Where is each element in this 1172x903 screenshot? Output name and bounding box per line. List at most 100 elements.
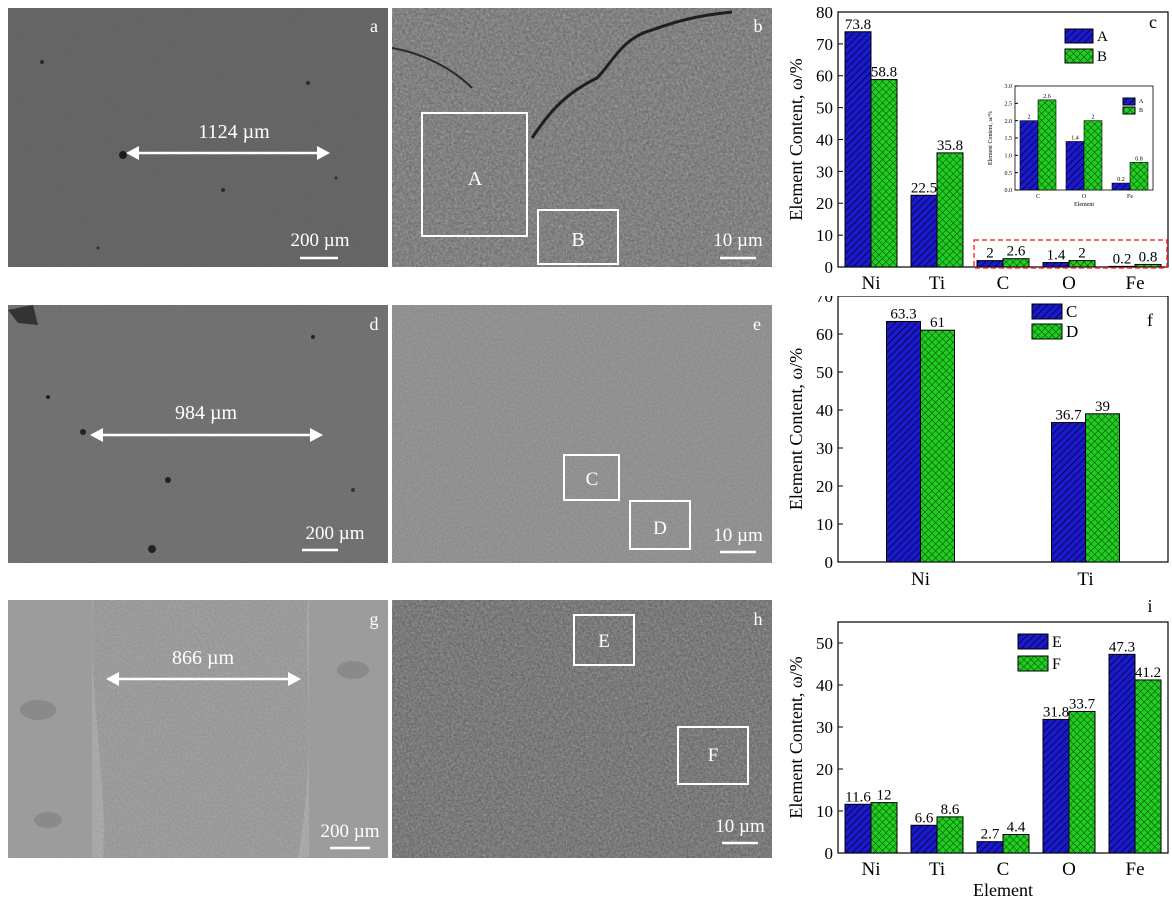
- y-tick-label: 50: [816, 363, 833, 382]
- x-tick-label: Ni: [862, 859, 881, 880]
- data-label: 36.7: [1055, 408, 1082, 424]
- y-tick-label: 2.5: [1005, 101, 1013, 107]
- data-label: 8.6: [941, 802, 960, 818]
- data-label: 2: [1092, 115, 1095, 121]
- micrograph-a: 1124 µm a 200 µm: [8, 8, 388, 267]
- y-tick-label: 0: [825, 258, 834, 277]
- bar-B-C: [1002, 258, 1030, 268]
- y-axis-label: Element Content, ω/%: [988, 111, 994, 165]
- y-tick-label: 60: [816, 67, 833, 86]
- data-label: 2.6: [1007, 244, 1026, 260]
- x-tick-label: O: [1062, 859, 1076, 880]
- width-arrow: [126, 146, 330, 160]
- y-tick-label: 10: [816, 515, 833, 534]
- y-tick-label: 1.0: [1005, 153, 1013, 159]
- bar-B-O: [1068, 260, 1096, 268]
- bar-A-Fe: [1111, 182, 1131, 191]
- x-tick-label: Fe: [1126, 273, 1145, 294]
- width-arrow: [106, 672, 301, 686]
- y-tick-label: 30: [816, 718, 833, 737]
- y-tick-label: 10: [816, 802, 833, 821]
- data-label: 35.8: [937, 138, 963, 154]
- scale-bar-label: 200 µm: [306, 523, 365, 544]
- x-tick-label: Ti: [1077, 569, 1093, 590]
- legend-swatch-E: [1017, 633, 1049, 650]
- panel-letter: c: [1149, 12, 1157, 32]
- legend-swatch-A: [1122, 97, 1136, 106]
- legend-swatch-D: [1031, 323, 1063, 340]
- y-tick-label: 0.5: [1005, 171, 1013, 177]
- panel-letter: a: [370, 16, 378, 36]
- legend-label-A: A: [1097, 29, 1108, 45]
- panel-letter: h: [754, 609, 763, 629]
- region-box-b: [537, 209, 619, 265]
- plot-frame: [837, 296, 1169, 563]
- data-label: 2: [1078, 246, 1086, 262]
- width-label: 984 µm: [175, 402, 238, 424]
- micrograph-d: 984 µm d 200 µm: [8, 305, 388, 563]
- data-label: 0.8: [1139, 249, 1158, 265]
- region-label-e: E: [598, 631, 610, 652]
- region-label-a: A: [468, 168, 483, 190]
- x-tick-label: Ti: [929, 273, 945, 294]
- bar-E-Ti: [910, 824, 938, 854]
- x-tick-label: O: [1082, 194, 1087, 200]
- data-label: 61: [930, 315, 945, 331]
- region-label-c: C: [586, 469, 599, 490]
- bar-E-Ni: [844, 803, 872, 854]
- y-tick-label: 60: [816, 325, 833, 344]
- y-tick-label: 3.0: [1005, 84, 1013, 90]
- y-tick-label: 1.5: [1005, 136, 1013, 142]
- data-label: 73.8: [845, 17, 871, 33]
- data-label: 11.6: [845, 789, 871, 805]
- data-label: 41.2: [1135, 665, 1161, 681]
- region-label-f: F: [708, 745, 719, 766]
- bar-F-Ni: [870, 802, 898, 854]
- y-tick-label: 20: [816, 477, 833, 496]
- y-tick-label: 0: [825, 844, 834, 863]
- legend-label-D: D: [1066, 322, 1078, 341]
- data-label: 2.6: [1043, 94, 1051, 100]
- bar-F-C: [1002, 834, 1030, 854]
- inset-chart: 0.0 0.5 1.0 1.5 2.0 2.5 3.0 2 2.6 C 1.4 2 O 0.2 0.8 Fe E…: [988, 84, 1154, 208]
- data-label: 63.3: [890, 306, 916, 322]
- legend-label-B: B: [1097, 49, 1107, 65]
- y-tick-label: 10: [816, 226, 833, 245]
- x-tick-label: C: [997, 273, 1010, 294]
- bar-B-Ni: [870, 79, 898, 268]
- bar-C-Ti: [1051, 422, 1086, 563]
- bar-E-Fe: [1108, 653, 1136, 854]
- bar-F-Ti: [936, 816, 964, 854]
- bar-E-O: [1042, 718, 1070, 854]
- width-arrow: [90, 428, 323, 442]
- zoom-highlight-box: [973, 239, 1168, 269]
- region-box-e: [573, 614, 635, 666]
- data-label: 1.4: [1047, 248, 1066, 264]
- bar-A-O: [1065, 141, 1085, 191]
- y-tick-label: 40: [816, 676, 833, 695]
- y-tick-label: 50: [816, 99, 833, 118]
- panel-letter: i: [1147, 596, 1152, 616]
- data-label: 0.2: [1117, 177, 1125, 183]
- micrograph-b: A B b 10 µm: [392, 8, 772, 267]
- legend-label-B: B: [1139, 108, 1143, 114]
- y-tick-label: 0.0: [1005, 188, 1013, 194]
- data-label: 2.7: [981, 827, 1000, 843]
- data-label: 31.8: [1043, 704, 1069, 720]
- panel-letter: b: [754, 16, 763, 36]
- data-label: 4.4: [1007, 820, 1026, 836]
- data-label: 0.2: [1113, 251, 1132, 267]
- bar-D-Ni: [920, 329, 955, 563]
- region-label-b: B: [571, 229, 584, 251]
- scale-bar-label: 10 µm: [713, 525, 763, 546]
- x-tick-label: Ni: [862, 273, 881, 294]
- bar-F-Fe: [1134, 679, 1162, 854]
- y-tick-label: 0: [825, 553, 834, 572]
- data-label: 6.6: [915, 810, 934, 826]
- panel-letter: g: [370, 609, 379, 629]
- y-tick-label: 20: [816, 194, 833, 213]
- legend-swatch-C: [1031, 303, 1063, 320]
- x-tick-label: Fe: [1126, 859, 1145, 880]
- y-tick-label: 2.0: [1005, 119, 1013, 125]
